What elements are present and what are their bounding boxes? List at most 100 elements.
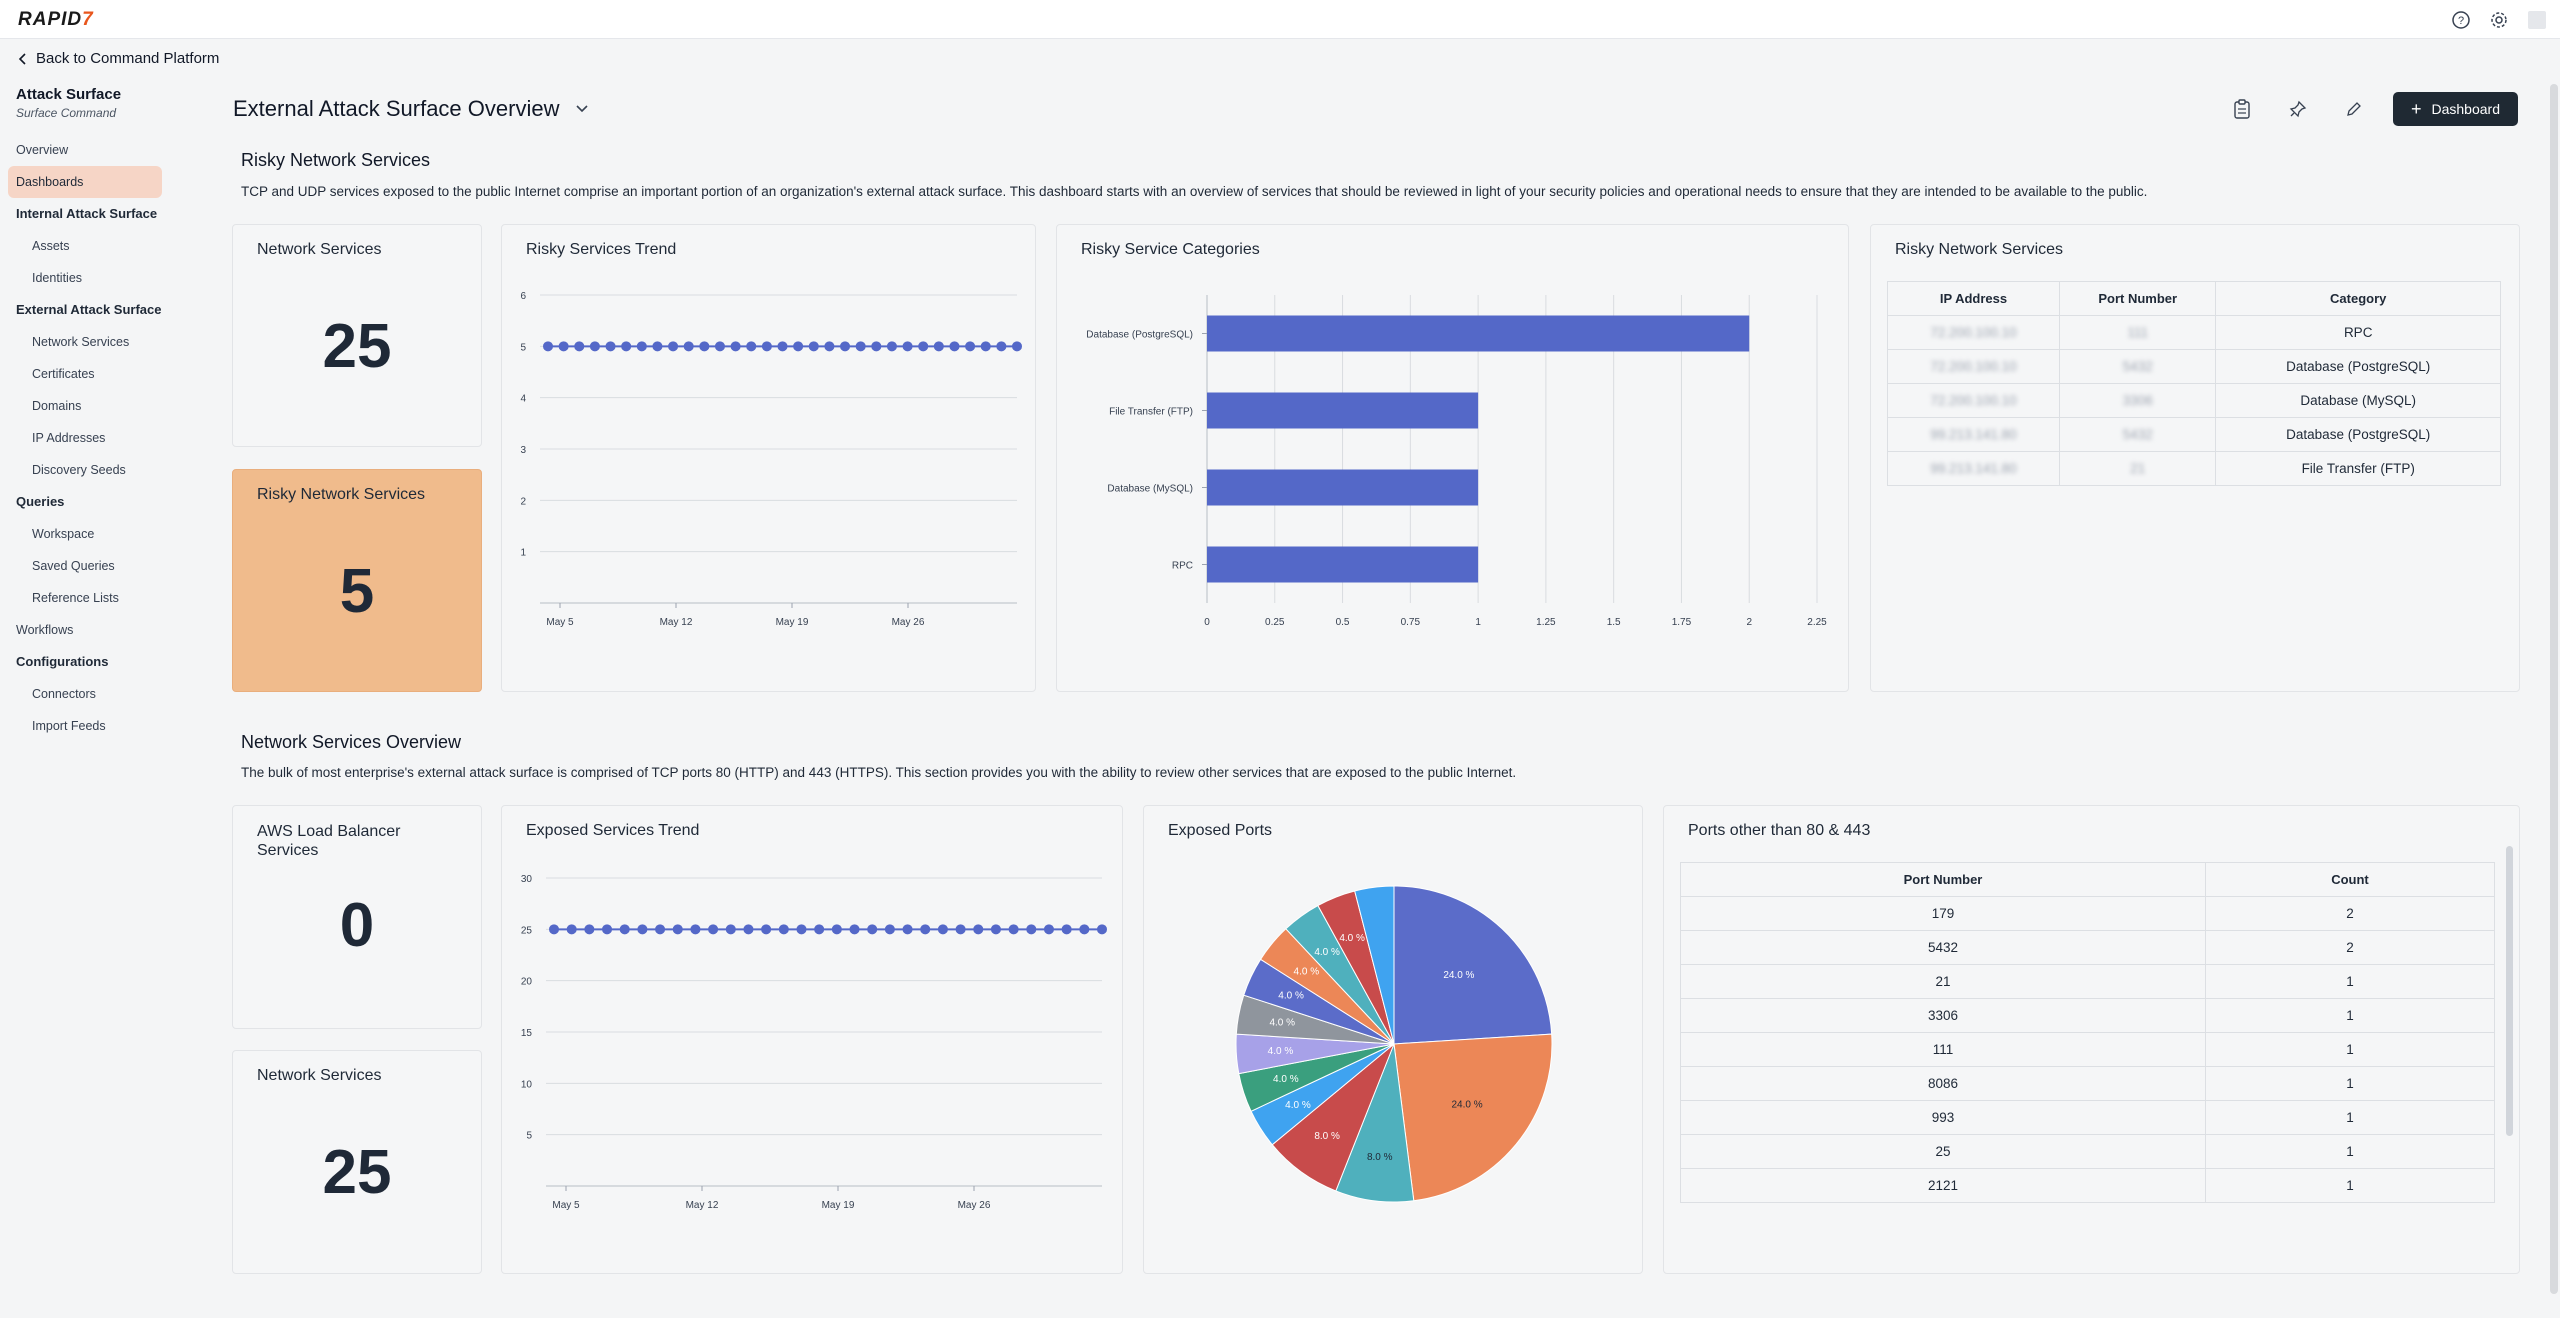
- data-point: [814, 924, 825, 935]
- table-row[interactable]: 179 2: [1680, 896, 2495, 931]
- table-row[interactable]: 99.213.141.80 21 File Transfer (FTP): [1887, 451, 2501, 486]
- sidebar-item-overview[interactable]: Overview: [16, 143, 69, 157]
- data-point: [708, 924, 719, 935]
- network-services-card-2[interactable]: Network Services 25: [232, 1050, 482, 1274]
- aws-lb-count: 0: [339, 891, 375, 960]
- sidebar-item-import-feeds[interactable]: Import Feeds: [32, 719, 106, 733]
- table-scrollbar[interactable]: [2506, 846, 2513, 1136]
- sidebar-item-domains[interactable]: Domains: [32, 399, 82, 413]
- sidebar-item-workflows[interactable]: Workflows: [16, 623, 74, 637]
- page-scrollbar[interactable]: [2550, 84, 2558, 1294]
- exposed-services-trend-card[interactable]: Exposed Services Trend 5 10 15 20 25 30 May 5 M…: [501, 805, 1123, 1274]
- data-point: [655, 924, 666, 935]
- risky-network-services-table-card[interactable]: Risky Network Services IP Address Port Nu…: [1870, 224, 2520, 692]
- data-point: [668, 341, 679, 352]
- table-row[interactable]: 111 1: [1680, 1032, 2495, 1067]
- data-point: [949, 341, 960, 352]
- table-row[interactable]: 3306 1: [1680, 998, 2495, 1033]
- data-point: [990, 924, 1001, 935]
- data-point: [902, 924, 913, 935]
- sidebar-item-internal-attack-surface[interactable]: Internal Attack Surface: [16, 206, 158, 221]
- card-title: Ports other than 80 & 443: [1688, 822, 1871, 839]
- ports-other-than-80-443-card[interactable]: Ports other than 80 & 443 Port Number Cou…: [1663, 805, 2520, 1274]
- table-row[interactable]: 8086 1: [1680, 1066, 2495, 1101]
- risky-service-categories-card[interactable]: Risky Service Categories 0 0.25 0.5 0.75 1 1.…: [1056, 224, 1849, 692]
- table-row[interactable]: 72.200.100.10 5432 Database (PostgreSQL): [1887, 349, 2501, 384]
- risky-network-services-card[interactable]: Risky Network Services 5: [232, 469, 482, 692]
- table-row[interactable]: 5432 2: [1680, 930, 2495, 965]
- exposed-ports-card[interactable]: Exposed Ports 24.0 % 24.0 % 8.0 % 8.0 % 4.0 …: [1143, 805, 1643, 1274]
- data-point: [683, 341, 694, 352]
- sidebar-item-reference-lists[interactable]: Reference Lists: [32, 591, 119, 605]
- risky-services-table: IP Address Port Number Category 72.200.100…: [1887, 281, 2501, 486]
- data-point: [955, 924, 966, 935]
- data-point: [621, 341, 632, 352]
- y-tick-label: 6: [520, 291, 526, 302]
- chevron-down-icon[interactable]: [575, 104, 589, 114]
- risky-services-trend-chart[interactable]: 1 2 3 4 5 6 May 5 May 12 May 19 May 26: [502, 225, 1037, 693]
- x-tick-label: 0: [1204, 617, 1210, 628]
- sidebar-item-discovery-seeds[interactable]: Discovery Seeds: [32, 463, 126, 477]
- edit-icon[interactable]: [2337, 92, 2371, 126]
- data-point: [574, 341, 585, 352]
- exposed-services-trend-chart[interactable]: 5 10 15 20 25 30 May 5 May 12 May 19 May 26: [502, 806, 1124, 1275]
- data-point: [761, 924, 772, 935]
- data-point: [778, 924, 789, 935]
- aws-load-balancer-card[interactable]: AWS Load Balancer Services 0: [232, 805, 482, 1029]
- sidebar-item-dashboards[interactable]: Dashboards: [8, 166, 162, 198]
- bar: [1207, 469, 1479, 506]
- column-header[interactable]: Port Number: [1680, 862, 2206, 897]
- sidebar-item-queries[interactable]: Queries: [16, 494, 65, 509]
- sidebar-item-saved-queries[interactable]: Saved Queries: [32, 559, 115, 573]
- table-row[interactable]: 99.213.141.80 5432 Database (PostgreSQL): [1887, 417, 2501, 452]
- column-header[interactable]: Count: [2205, 862, 2495, 897]
- table-cell: 2121: [1680, 1168, 2206, 1203]
- x-tick-label: 1.75: [1672, 617, 1692, 628]
- sidebar-item-network-services[interactable]: Network Services: [32, 335, 130, 349]
- table-row[interactable]: 2121 1: [1680, 1168, 2495, 1203]
- card-title: AWS Load Balancer Services: [257, 823, 401, 859]
- back-to-command-platform-link[interactable]: Back to Command Platform: [18, 50, 219, 67]
- sidebar-item-ip-addresses[interactable]: IP Addresses: [32, 431, 106, 445]
- gear-icon[interactable]: [2486, 7, 2512, 33]
- pin-icon[interactable]: [2281, 92, 2315, 126]
- sidebar-item-assets[interactable]: Assets: [32, 239, 70, 253]
- user-avatar[interactable]: [2524, 7, 2550, 33]
- category-label: File Transfer (FTP): [1109, 407, 1193, 418]
- data-point: [584, 924, 595, 935]
- add-dashboard-button[interactable]: + Dashboard: [2392, 92, 2518, 126]
- clipboard-icon[interactable]: [2225, 92, 2259, 126]
- card-title: Risky Services Trend: [526, 241, 677, 258]
- data-point: [730, 341, 741, 352]
- network-services-card[interactable]: Network Services 25: [232, 224, 482, 447]
- help-icon[interactable]: ?: [2448, 7, 2474, 33]
- column-header[interactable]: Category: [2215, 281, 2501, 316]
- sidebar-item-certificates[interactable]: Certificates: [32, 367, 95, 381]
- sidebar-item-identities[interactable]: Identities: [32, 271, 83, 285]
- svg-text:?: ?: [2458, 15, 2464, 27]
- sidebar-item-connectors[interactable]: Connectors: [32, 687, 96, 701]
- table-row[interactable]: 25 1: [1680, 1134, 2495, 1169]
- table-row[interactable]: 72.200.100.10 3306 Database (MySQL): [1887, 383, 2501, 418]
- y-tick-label: 15: [521, 1028, 533, 1039]
- sidebar-item-workspace[interactable]: Workspace: [32, 527, 95, 541]
- risky-services-trend-card[interactable]: Risky Services Trend 1 2 3 4 5 6 May 5 May 12 Ma…: [501, 224, 1036, 692]
- table-row[interactable]: 993 1: [1680, 1100, 2495, 1135]
- sidebar-item-configurations[interactable]: Configurations: [16, 654, 109, 669]
- rapid7-logo[interactable]: RAPID7: [18, 9, 94, 30]
- table-row[interactable]: 72.200.100.10 111 RPC: [1887, 315, 2501, 350]
- slice-label: 4.0 %: [1314, 947, 1340, 958]
- page-title[interactable]: External Attack Surface Overview: [233, 96, 589, 122]
- table-row[interactable]: 21 1: [1680, 964, 2495, 999]
- exposed-ports-pie-chart[interactable]: 24.0 % 24.0 % 8.0 % 8.0 % 4.0 % 4.0 % 4.0 % 4.0…: [1144, 806, 1644, 1275]
- column-header[interactable]: IP Address: [1887, 281, 2060, 316]
- risky-service-categories-chart[interactable]: 0 0.25 0.5 0.75 1 1.25 1.5 1.75 2 2.25 Database (P…: [1057, 225, 1850, 693]
- y-tick-label: 25: [521, 925, 533, 936]
- table-cell: 3306: [1680, 998, 2206, 1033]
- sidebar-subtitle: Surface Command: [16, 106, 117, 120]
- data-point: [543, 341, 553, 352]
- table-cell: 5432: [2058, 349, 2217, 384]
- sidebar-item-external-attack-surface[interactable]: External Attack Surface: [16, 302, 162, 317]
- column-header[interactable]: Port Number: [2058, 281, 2217, 316]
- data-point: [831, 924, 842, 935]
